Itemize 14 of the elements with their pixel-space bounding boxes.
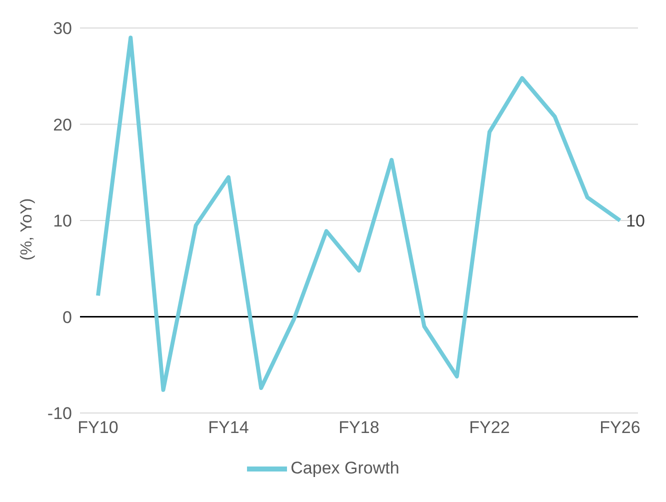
y-tick-label: 10 bbox=[53, 212, 72, 231]
legend-label: Capex Growth bbox=[290, 458, 400, 478]
line-series bbox=[96, 36, 622, 392]
x-tick-label: FY18 bbox=[338, 418, 380, 438]
x-tick-label: FY14 bbox=[208, 418, 249, 438]
x-tick-label: FY26 bbox=[600, 418, 640, 438]
y-tick-label: 0 bbox=[62, 308, 72, 327]
y-tick-label: 30 bbox=[53, 19, 72, 38]
y-tick-label: 20 bbox=[53, 115, 72, 134]
data-label: 10 bbox=[626, 212, 645, 230]
y-tick-label: -10 bbox=[47, 404, 72, 424]
x-tick-label: FY10 bbox=[78, 418, 118, 438]
x-tick-label: FY22 bbox=[469, 418, 510, 438]
y-axis-title: (%, YoY) bbox=[18, 198, 36, 260]
